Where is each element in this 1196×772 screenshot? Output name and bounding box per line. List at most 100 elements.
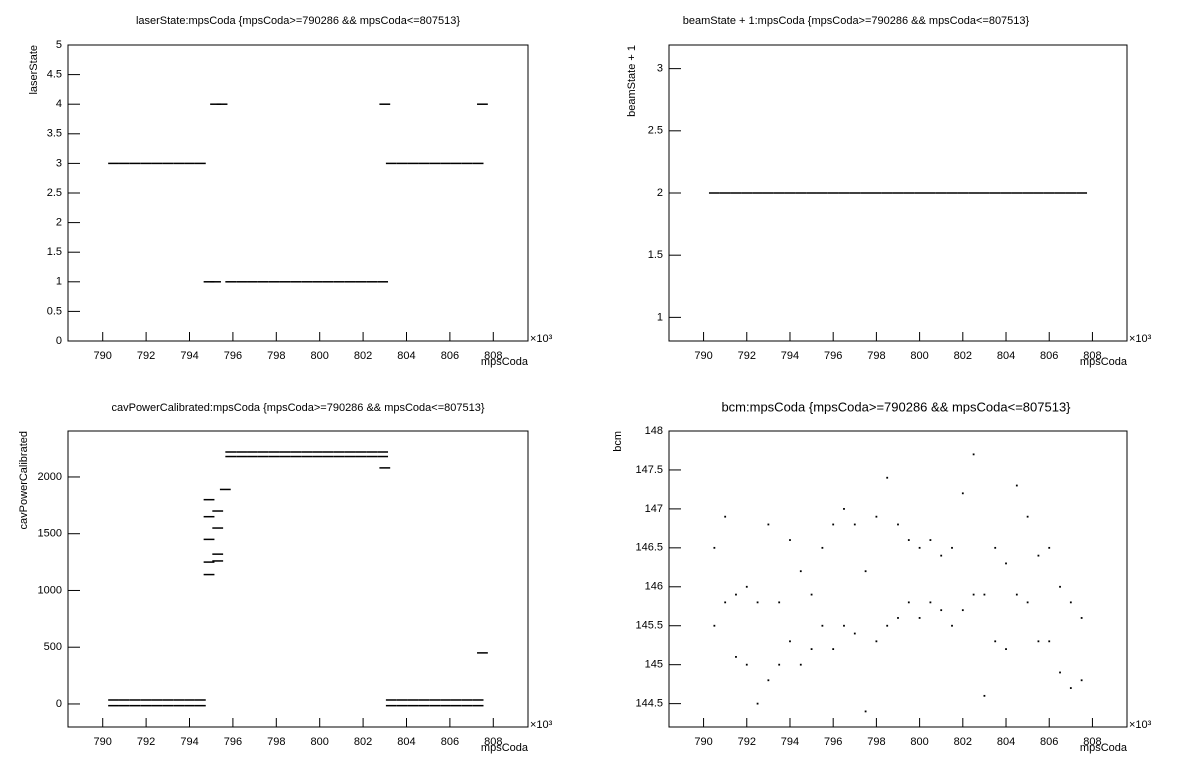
point — [810, 648, 813, 651]
point — [333, 281, 345, 283]
x-axis-label: mpsCoda — [1080, 742, 1128, 754]
x-tick-label: 790 — [694, 736, 712, 748]
point — [1043, 192, 1055, 194]
x-tick-label: 796 — [824, 350, 842, 362]
x-exponent-label: ×10³ — [1129, 333, 1152, 345]
chart-title: bcm:mpsCoda {mpsCoda>=790286 && mpsCoda<… — [721, 399, 1071, 414]
y-tick-label: 1.5 — [648, 249, 663, 261]
point — [853, 523, 856, 526]
point — [418, 704, 430, 707]
point — [799, 663, 802, 666]
point — [290, 281, 302, 283]
point — [279, 281, 291, 283]
point — [756, 601, 759, 604]
point — [929, 539, 932, 541]
point — [312, 451, 323, 453]
point — [344, 451, 356, 453]
y-tick-label: 1 — [56, 276, 62, 288]
point — [832, 523, 835, 526]
point — [972, 453, 975, 456]
y-axis-label: laserState — [28, 45, 40, 95]
point — [440, 162, 451, 165]
y-tick-label: 5 — [56, 39, 62, 51]
point — [821, 624, 824, 627]
y-tick-label: 2 — [657, 187, 663, 199]
point — [886, 476, 889, 479]
x-tick-label: 802 — [354, 736, 372, 748]
x-tick-label: 806 — [441, 736, 459, 748]
point — [724, 601, 727, 604]
y-tick-label: 146 — [645, 581, 663, 593]
point — [810, 593, 813, 596]
point — [461, 162, 473, 165]
point — [344, 281, 356, 283]
point — [1000, 192, 1012, 194]
point — [236, 451, 247, 453]
point — [108, 704, 119, 707]
point — [860, 192, 871, 194]
point — [461, 704, 473, 707]
point — [1026, 601, 1029, 604]
point — [366, 455, 378, 458]
x-tick-label: 792 — [137, 350, 155, 362]
y-tick-label: 1 — [657, 311, 663, 323]
point — [162, 162, 174, 165]
point — [162, 699, 174, 701]
point — [108, 699, 119, 701]
x-tick-label: 792 — [738, 350, 756, 362]
point — [1059, 671, 1061, 674]
point — [344, 455, 356, 458]
point — [203, 573, 215, 576]
point — [1048, 640, 1051, 643]
point — [1037, 640, 1040, 643]
point — [1059, 585, 1061, 588]
point — [897, 617, 899, 619]
point — [151, 162, 163, 165]
point — [1026, 515, 1029, 518]
point — [247, 281, 258, 283]
y-tick-label: 144.5 — [635, 698, 663, 710]
plot-frame — [668, 430, 1128, 728]
point — [247, 455, 258, 458]
point — [407, 704, 419, 707]
x-exponent-label: ×10³ — [1129, 719, 1152, 731]
point — [994, 546, 997, 549]
point — [173, 162, 185, 165]
x-tick-label: 798 — [867, 350, 885, 362]
point — [225, 451, 237, 453]
x-tick-label: 806 — [1040, 350, 1058, 362]
point — [472, 699, 484, 701]
point — [832, 648, 835, 651]
point — [290, 455, 302, 458]
y-axis-label: beamState + 1 — [626, 45, 638, 117]
point — [301, 451, 313, 453]
x-tick-label: 796 — [224, 736, 242, 748]
y-tick-label: 4.5 — [47, 69, 62, 81]
point — [1033, 192, 1044, 194]
y-tick-label: 145.5 — [635, 620, 663, 632]
point — [929, 601, 932, 604]
y-tick-label: 2000 — [38, 471, 62, 483]
point — [203, 498, 215, 501]
point — [968, 192, 980, 194]
y-tick-label: 145 — [645, 659, 663, 671]
y-tick-label: 147.5 — [635, 464, 663, 476]
point — [385, 704, 397, 707]
point — [875, 515, 878, 518]
chart-title: cavPowerCalibrated:mpsCoda {mpsCoda>=790… — [111, 402, 484, 414]
point — [843, 624, 845, 627]
point — [236, 455, 247, 458]
point — [119, 704, 130, 707]
point — [333, 451, 345, 453]
point — [730, 192, 742, 194]
y-tick-label: 3.5 — [47, 128, 62, 140]
point — [918, 617, 921, 619]
point — [366, 451, 378, 453]
point — [173, 699, 185, 701]
point — [1011, 192, 1023, 194]
point — [864, 710, 867, 713]
x-tick-label: 792 — [738, 736, 756, 748]
point — [429, 162, 441, 165]
